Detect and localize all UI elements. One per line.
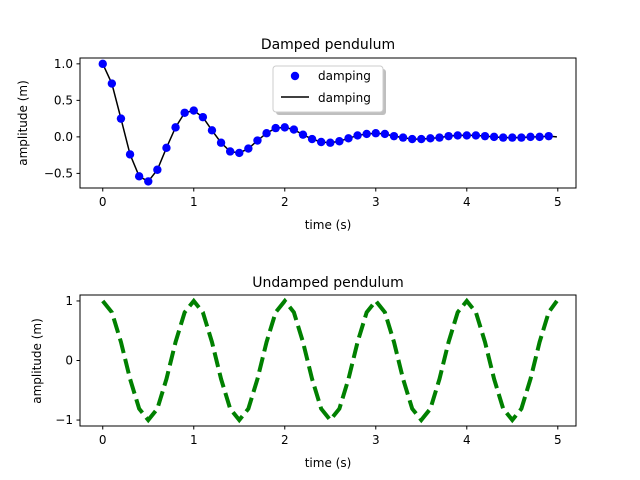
data-point (362, 129, 371, 139)
x-tick-label: 4 (463, 433, 471, 447)
data-point (153, 165, 162, 174)
damped-x-ticks: 0 1 2 3 4 5 (99, 188, 562, 209)
undamped-x-ticks: 0 1 2 3 4 5 (99, 426, 562, 447)
data-point (426, 134, 435, 143)
data-point (162, 143, 171, 153)
data-point (262, 129, 271, 138)
undamped-x-axis-label: time (s) (305, 456, 352, 470)
y-tick-label: 1.0 (54, 57, 73, 71)
data-point (225, 147, 235, 156)
data-point (526, 132, 535, 142)
data-point (98, 59, 107, 69)
data-point (116, 114, 126, 123)
data-point (307, 134, 317, 144)
data-point (417, 134, 426, 144)
data-point (198, 112, 208, 122)
x-tick-label: 4 (463, 195, 471, 209)
undamped-title: Undamped pendulum (252, 275, 404, 291)
data-point (289, 125, 299, 134)
data-point (216, 138, 226, 147)
damped-series-layer (98, 59, 557, 186)
data-point (171, 123, 180, 132)
x-tick-label: 1 (190, 195, 198, 209)
damped-title: Damped pendulum (261, 37, 395, 53)
data-point (407, 134, 417, 144)
data-point (453, 131, 462, 140)
data-point (489, 132, 499, 142)
x-tick-label: 3 (372, 433, 380, 447)
x-tick-label: 3 (372, 195, 380, 209)
x-tick-label: 2 (281, 433, 289, 447)
legend-entry-line: damping (318, 91, 371, 105)
damped-x-axis-label: time (s) (305, 218, 352, 232)
data-point (134, 172, 144, 181)
data-point (253, 136, 262, 145)
data-point (125, 150, 135, 159)
legend-marker-icon (290, 71, 300, 81)
data-point (335, 137, 344, 146)
data-point (144, 177, 153, 186)
y-tick-label: 1 (65, 294, 73, 308)
x-tick-label: 5 (554, 433, 562, 447)
data-point (435, 133, 444, 142)
x-tick-label: 0 (99, 433, 107, 447)
data-point (180, 108, 189, 117)
x-tick-label: 1 (190, 433, 198, 447)
undamped-plot: Undamped pendulum −1 0 1 0 1 2 3 4 5 time (s) a… (30, 275, 577, 470)
data-point (326, 138, 335, 147)
x-tick-label: 2 (281, 195, 289, 209)
undamped-axes-frame (79, 294, 577, 427)
data-point (471, 131, 481, 140)
damped-y-axis-label: amplitude (m) (16, 80, 30, 166)
data-point (189, 106, 198, 115)
data-point (316, 137, 326, 147)
data-point (544, 131, 553, 141)
data-point (517, 133, 526, 142)
data-point (535, 132, 544, 142)
data-point (207, 126, 217, 135)
data-point (444, 131, 453, 141)
damped-plot: Damped pendulum −0.5 0.0 0.5 1.0 0 1 2 3 4 5 tim… (16, 37, 577, 232)
data-point (244, 144, 253, 153)
data-point (107, 79, 117, 88)
data-point (353, 131, 362, 140)
data-point (389, 131, 399, 141)
dashed-series-line (101, 297, 559, 424)
data-point (398, 133, 408, 142)
y-tick-label: −1 (55, 413, 73, 427)
data-point (271, 123, 280, 133)
y-tick-label: 0.5 (54, 93, 73, 107)
y-tick-label: 0.0 (54, 130, 73, 144)
undamped-series-layer (101, 297, 559, 424)
y-tick-label: 0 (65, 354, 73, 368)
y-tick-label: −0.5 (44, 166, 73, 180)
data-point (380, 129, 390, 139)
data-point (280, 123, 289, 132)
data-point (344, 134, 353, 143)
data-point (298, 130, 308, 139)
data-point (235, 148, 244, 158)
legend-frame (272, 65, 384, 113)
data-point (508, 133, 517, 142)
undamped-y-axis-label: amplitude (m) (30, 318, 44, 404)
data-point (371, 129, 380, 138)
legend-entry-markers: damping (318, 69, 371, 83)
data-point (480, 131, 490, 141)
damped-legend: damping damping (272, 65, 386, 115)
damped-y-ticks: −0.5 0.0 0.5 1.0 (44, 57, 80, 180)
x-tick-label: 0 (99, 195, 107, 209)
data-point (462, 131, 471, 140)
data-point (498, 133, 508, 142)
undamped-y-ticks: −1 0 1 (55, 294, 80, 427)
x-tick-label: 5 (554, 195, 562, 209)
